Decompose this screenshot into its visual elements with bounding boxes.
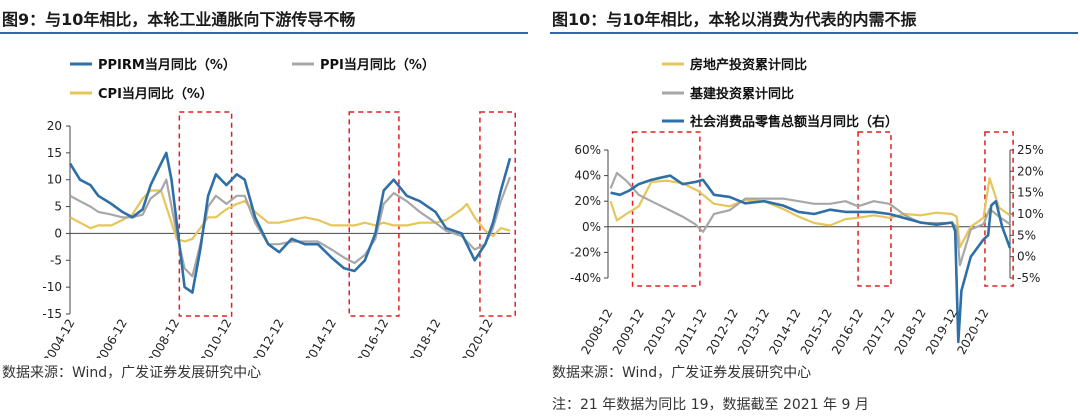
figure-10-title-rule: [550, 32, 1078, 34]
figure-9-panel: 图9：与10年相比，本轮工业通胀向下游传导不畅 PPIRM当月同比（%） PPI当…: [0, 0, 530, 419]
highlight-box-0: [631, 131, 701, 287]
y-tick-label-5: -5: [50, 253, 62, 267]
legend-label-1: 基建投资累计同比: [689, 86, 794, 102]
x-tick-label-2: 2008-12: [145, 317, 182, 359]
y-left-tick-label-0: 60%: [574, 143, 601, 157]
x-tick-label-3: 2010-12: [197, 317, 234, 359]
legend-label-1: PPI当月同比（%）: [320, 57, 435, 73]
legend-label-0: 房地产投资累计同比: [690, 57, 807, 73]
legend-label-0: PPIRM当月同比（%）: [98, 57, 236, 73]
legend-label-2: CPI当月同比（%）: [98, 86, 213, 102]
y-tick-label-3: 5: [54, 200, 62, 214]
y-tick-label-2: 10: [47, 173, 62, 187]
y-right-tick-label-4: 5%: [1017, 228, 1036, 242]
figure-10-panel: 图10：与10年相比，本轮以消费为代表的内需不振 房地产投资累计同比 基建投资累计…: [550, 0, 1080, 419]
x-tick-label-7: 2018-12: [406, 317, 443, 359]
y-tick-label-1: 15: [47, 146, 62, 160]
y-right-tick-label-3: 10%: [1017, 207, 1044, 221]
y-right-tick-label-6: -5%: [1017, 271, 1040, 285]
figure-10-title: 图10：与10年相比，本轮以消费为代表的内需不振: [552, 10, 917, 29]
y-left-tick-label-2: 20%: [574, 194, 601, 208]
figure-9-title-rule: [0, 32, 528, 34]
y-right-tick-label-5: 0%: [1017, 250, 1036, 264]
figure-10-source: 数据来源：Wind，广发证券发展研究中心: [552, 365, 812, 381]
figure-9-chart: PPIRM当月同比（%） PPI当月同比（%） CPI当月同比（%） 20 15 10 5 0…: [40, 57, 516, 359]
figure-9-source: 数据来源：Wind，广发证券发展研究中心: [2, 365, 262, 381]
y-tick-label-6: -10: [42, 280, 62, 294]
highlight-box-2: [479, 111, 516, 317]
series-line-0: [609, 177, 1011, 249]
series-line-1: [609, 171, 1011, 267]
highlight-box-1: [348, 111, 400, 317]
y-tick-label-7: -15: [42, 307, 62, 321]
x-tick-label-6: 2016-12: [354, 317, 391, 359]
highlight-box-1: [857, 131, 892, 287]
figure-10-note: 注：21 年数据为同比 19，数据截至 2021 年 9 月: [552, 397, 869, 413]
x-tick-label-1: 2006-12: [93, 317, 130, 359]
series-line-2: [610, 174, 1012, 344]
y-left-tick-label-1: 40%: [574, 169, 601, 183]
x-tick-label-4: 2012-12: [250, 317, 287, 359]
y-right-tick-label-0: 25%: [1017, 143, 1044, 157]
figure-9-title: 图9：与10年相比，本轮工业通胀向下游传导不畅: [2, 10, 356, 29]
y-right-tick-label-2: 15%: [1017, 186, 1044, 200]
series-line-0: [68, 151, 512, 294]
x-tick-label-8: 2020-12: [459, 316, 496, 358]
y-left-tick-label-4: -20%: [570, 245, 601, 259]
x-tick-label-5: 2014-12: [302, 317, 339, 359]
y-tick-label-0: 20: [47, 119, 62, 133]
y-right-tick-label-1: 20%: [1017, 164, 1044, 178]
y-left-tick-label-5: -40%: [570, 271, 601, 285]
x-tick-label-0: 2004-12: [40, 317, 77, 359]
y-left-tick-label-3: 0%: [582, 220, 601, 234]
legend-label-2: 社会消费品零售总额当月同比（右）: [689, 114, 898, 130]
highlight-box-0: [178, 111, 233, 317]
y-tick-label-4: 0: [54, 226, 62, 240]
